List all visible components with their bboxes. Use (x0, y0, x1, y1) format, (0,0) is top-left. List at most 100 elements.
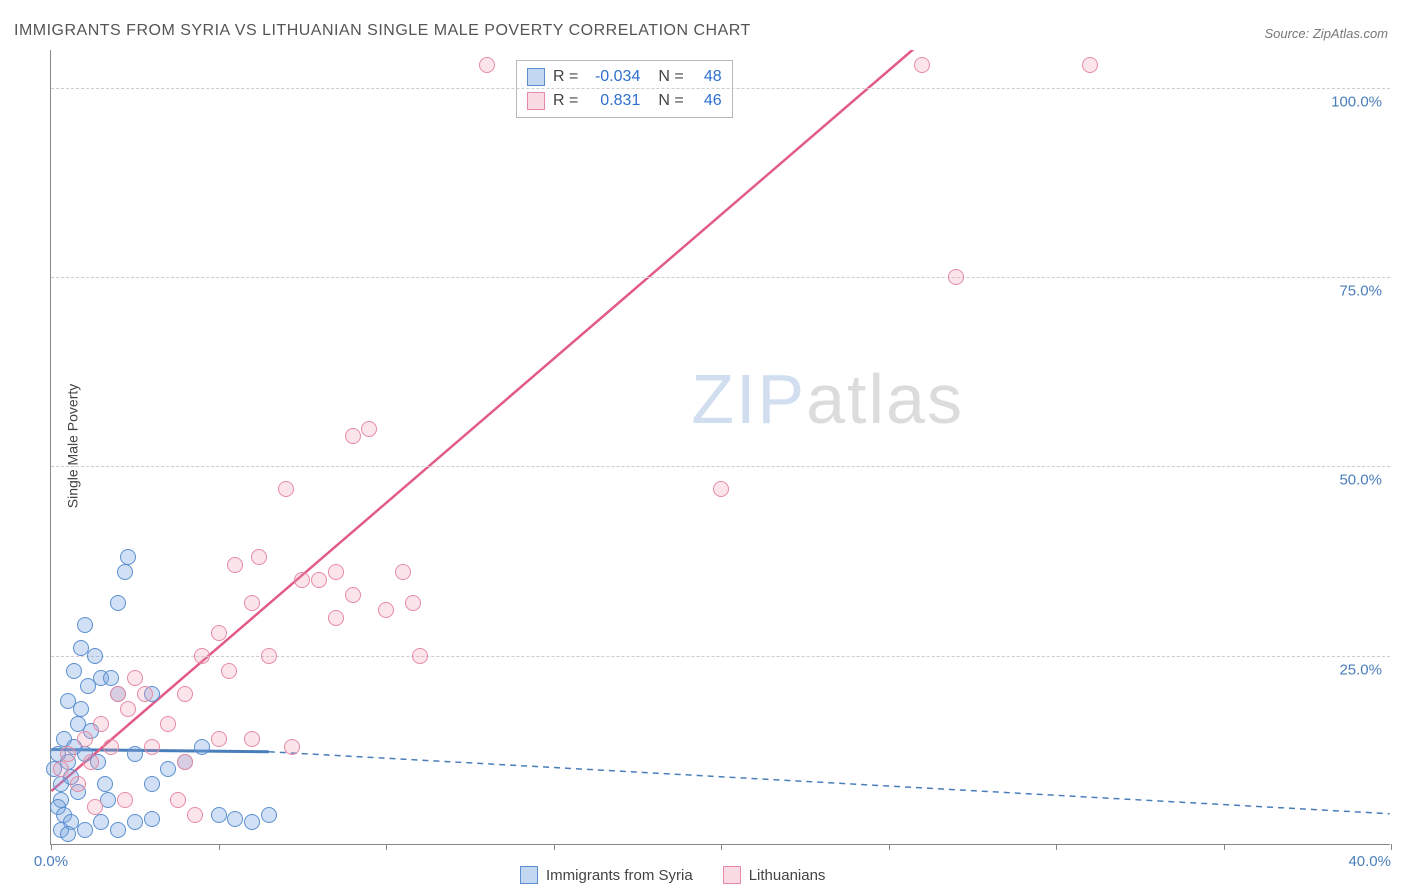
watermark-zip: ZIP (691, 360, 806, 438)
scatter-point (395, 564, 411, 580)
scatter-point (137, 686, 153, 702)
gridline-horizontal (51, 466, 1390, 467)
x-tick-mark (386, 844, 387, 850)
scatter-point (378, 602, 394, 618)
scatter-point (227, 557, 243, 573)
scatter-point (127, 746, 143, 762)
scatter-point (278, 481, 294, 497)
scatter-point (103, 739, 119, 755)
scatter-point (97, 776, 113, 792)
gridline-horizontal (51, 277, 1390, 278)
scatter-point (144, 739, 160, 755)
x-tick-mark (554, 844, 555, 850)
scatter-point (948, 269, 964, 285)
scatter-point (187, 807, 203, 823)
scatter-point (211, 807, 227, 823)
trend-lines-svg (51, 50, 1390, 844)
scatter-point (73, 640, 89, 656)
scatter-point (170, 792, 186, 808)
chart-title: IMMIGRANTS FROM SYRIA VS LITHUANIAN SING… (14, 22, 751, 40)
scatter-point (227, 811, 243, 827)
scatter-point (60, 693, 76, 709)
legend-item: Lithuanians (723, 866, 826, 884)
r-label: R = (553, 92, 578, 110)
scatter-point (103, 670, 119, 686)
scatter-point (60, 746, 76, 762)
scatter-point (251, 549, 267, 565)
legend-swatch (723, 866, 741, 884)
scatter-point (244, 814, 260, 830)
scatter-point (345, 428, 361, 444)
scatter-point (144, 776, 160, 792)
correlation-stats-legend: R =-0.034N =48R =0.831N =46 (516, 60, 733, 118)
watermark-logo: ZIPatlas (691, 359, 964, 439)
scatter-point (412, 648, 428, 664)
scatter-point (160, 716, 176, 732)
scatter-point (261, 807, 277, 823)
scatter-point (177, 754, 193, 770)
scatter-point (294, 572, 310, 588)
scatter-point (117, 564, 133, 580)
scatter-point (66, 663, 82, 679)
scatter-point (77, 617, 93, 633)
legend-item: Immigrants from Syria (520, 866, 693, 884)
scatter-point (211, 625, 227, 641)
scatter-point (328, 564, 344, 580)
legend-swatch (527, 68, 545, 86)
scatter-point (1082, 57, 1098, 73)
legend-swatch (520, 866, 538, 884)
r-value: 0.831 (586, 92, 640, 110)
x-tick-mark (1391, 844, 1392, 850)
scatter-point (120, 701, 136, 717)
scatter-point (244, 595, 260, 611)
n-value: 48 (692, 68, 722, 86)
scatter-point (110, 595, 126, 611)
gridline-horizontal (51, 656, 1390, 657)
scatter-point (345, 587, 361, 603)
scatter-point (144, 811, 160, 827)
scatter-point (77, 822, 93, 838)
scatter-point (127, 814, 143, 830)
scatter-point (83, 754, 99, 770)
scatter-point (120, 549, 136, 565)
scatter-point (93, 814, 109, 830)
scatter-point (221, 663, 237, 679)
scatter-point (479, 57, 495, 73)
x-tick-mark (889, 844, 890, 850)
scatter-point (244, 731, 260, 747)
scatter-point (127, 670, 143, 686)
scatter-point (261, 648, 277, 664)
scatter-point (87, 799, 103, 815)
series-legend: Immigrants from Syria Lithuanians (520, 866, 825, 884)
x-tick-mark (721, 844, 722, 850)
scatter-point (177, 686, 193, 702)
gridline-horizontal (51, 88, 1390, 89)
scatter-point (914, 57, 930, 73)
scatter-point (117, 792, 133, 808)
scatter-point (77, 731, 93, 747)
scatter-plot-area: ZIPatlas R =-0.034N =48R =0.831N =46 25.… (50, 50, 1390, 845)
scatter-point (87, 648, 103, 664)
x-tick-label: 40.0% (1348, 853, 1391, 870)
source-attribution: Source: ZipAtlas.com (1264, 26, 1388, 41)
scatter-point (284, 739, 300, 755)
scatter-point (93, 716, 109, 732)
y-tick-label: 100.0% (1331, 93, 1382, 110)
x-tick-mark (1224, 844, 1225, 850)
y-tick-label: 75.0% (1339, 283, 1382, 300)
x-tick-mark (51, 844, 52, 850)
scatter-point (713, 481, 729, 497)
scatter-point (405, 595, 421, 611)
n-label: N = (658, 68, 683, 86)
r-value: -0.034 (586, 68, 640, 86)
y-tick-label: 50.0% (1339, 472, 1382, 489)
scatter-point (110, 822, 126, 838)
scatter-point (70, 776, 86, 792)
watermark-atlas: atlas (806, 360, 964, 438)
scatter-point (60, 826, 76, 842)
legend-swatch (527, 92, 545, 110)
n-label: N = (658, 92, 683, 110)
scatter-point (110, 686, 126, 702)
stats-legend-row: R =0.831N =46 (527, 89, 722, 113)
scatter-point (160, 761, 176, 777)
